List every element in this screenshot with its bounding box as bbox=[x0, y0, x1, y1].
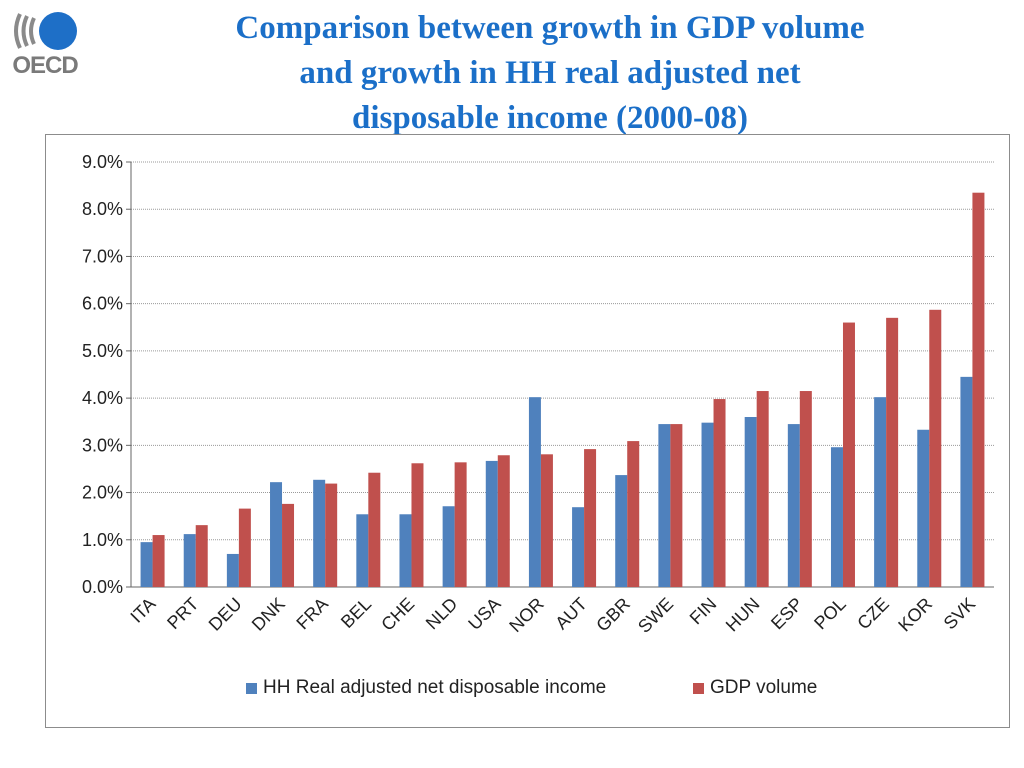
x-tick-label: DNK bbox=[248, 594, 289, 635]
bar-gdp-fra bbox=[325, 483, 338, 587]
y-tick-label: 2.0% bbox=[82, 483, 123, 503]
bar-hh-prt bbox=[183, 534, 196, 587]
bar-hh-cze bbox=[874, 397, 887, 587]
bar-hh-swe bbox=[658, 424, 671, 587]
bar-hh-ita bbox=[140, 542, 153, 587]
bar-gdp-svk bbox=[972, 192, 985, 587]
x-tick-label: CZE bbox=[853, 594, 893, 634]
bar-hh-dnk bbox=[270, 482, 283, 587]
x-tick-label: PRT bbox=[163, 594, 202, 633]
bar-hh-che bbox=[399, 514, 412, 587]
x-tick-label: CHE bbox=[377, 594, 418, 635]
title-line-1: Comparison between growth in GDP volume bbox=[235, 10, 865, 46]
bar-hh-hun bbox=[744, 417, 757, 587]
bar-hh-bel bbox=[356, 514, 369, 587]
bar-hh-fra bbox=[313, 479, 326, 587]
x-tick-label: SWE bbox=[634, 594, 677, 637]
y-tick-label: 1.0% bbox=[82, 530, 123, 550]
x-tick-label: SVK bbox=[940, 594, 980, 634]
bar-gdp-dnk bbox=[282, 503, 295, 587]
y-tick-label: 0.0% bbox=[82, 577, 123, 597]
x-tick-label: USA bbox=[464, 594, 504, 634]
legend-swatch-gdp bbox=[693, 682, 704, 694]
x-tick-label: ITA bbox=[126, 594, 159, 627]
bar-hh-deu bbox=[226, 553, 239, 587]
bar-hh-kor bbox=[917, 429, 930, 587]
bar-gdp-nld bbox=[454, 462, 467, 587]
bar-hh-svk bbox=[960, 376, 973, 587]
bar-hh-nld bbox=[442, 506, 455, 587]
y-tick-label: 5.0% bbox=[82, 341, 123, 361]
bar-gdp-bel bbox=[368, 472, 381, 587]
title-line-2: and growth in HH real adjusted net bbox=[299, 55, 801, 91]
oecd-logo: OECD bbox=[8, 8, 80, 80]
y-tick-label: 6.0% bbox=[82, 294, 123, 314]
bar-gdp-kor bbox=[929, 309, 942, 587]
bar-chart: 0.0% 1.0% 2.0% 3.0% 4.0% 5.0% 6.0% 7.0% 8.0% 9.0%… bbox=[82, 152, 994, 637]
x-tick-label: NLD bbox=[422, 594, 462, 634]
x-tick-label: DEU bbox=[205, 594, 246, 635]
logo-text: OECD bbox=[12, 52, 78, 79]
legend-label-gdp: GDP volume bbox=[710, 677, 818, 698]
x-tick-label: ESP bbox=[767, 594, 807, 634]
y-tick-label: 8.0% bbox=[82, 199, 123, 219]
bar-hh-usa bbox=[485, 460, 498, 587]
bar-gdp-cze bbox=[886, 317, 899, 587]
y-tick-label: 4.0% bbox=[82, 388, 123, 408]
bar-gdp-deu bbox=[238, 508, 251, 587]
y-tick-label: 7.0% bbox=[82, 246, 123, 266]
bar-gdp-ita bbox=[152, 535, 165, 587]
bar-hh-pol bbox=[830, 447, 843, 587]
bar-gdp-che bbox=[411, 463, 424, 587]
x-tick-label: FIN bbox=[686, 594, 721, 629]
chart-legend: HH Real adjusted net disposable income G… bbox=[46, 677, 1008, 707]
bar-hh-fin bbox=[701, 422, 714, 587]
x-tick-label: AUT bbox=[551, 594, 591, 634]
x-tick-label: BEL bbox=[337, 594, 375, 632]
x-tick-label: FRA bbox=[292, 594, 332, 634]
bar-hh-nor bbox=[528, 397, 541, 587]
legend-label-hh: HH Real adjusted net disposable income bbox=[263, 677, 607, 698]
chart-container: 0.0% 1.0% 2.0% 3.0% 4.0% 5.0% 6.0% 7.0% 8.0% 9.0%… bbox=[45, 134, 1010, 728]
bar-gdp-gbr bbox=[627, 441, 640, 587]
x-tick-label: HUN bbox=[722, 594, 764, 636]
x-tick-label: GBR bbox=[592, 594, 634, 636]
bar-gdp-hun bbox=[756, 391, 769, 587]
bar-gdp-usa bbox=[497, 455, 510, 587]
bar-gdp-fin bbox=[713, 399, 726, 587]
y-tick-label: 9.0% bbox=[82, 152, 123, 172]
bar-gdp-esp bbox=[799, 391, 812, 587]
bar-hh-gbr bbox=[615, 475, 628, 587]
title-line-3: disposable income (2000-08) bbox=[352, 100, 748, 136]
x-tick-label: NOR bbox=[505, 594, 547, 636]
bar-gdp-nor bbox=[540, 454, 553, 587]
x-tick-label: POL bbox=[810, 594, 850, 634]
bar-gdp-prt bbox=[195, 525, 208, 587]
bar-hh-aut bbox=[572, 507, 585, 587]
bar-gdp-pol bbox=[842, 322, 855, 587]
legend-item-hh: HH Real adjusted net disposable income bbox=[246, 677, 606, 699]
y-tick-label: 3.0% bbox=[82, 435, 123, 455]
bar-hh-esp bbox=[787, 424, 800, 587]
bar-gdp-swe bbox=[670, 424, 683, 587]
bar-gdp-aut bbox=[584, 449, 597, 587]
legend-item-gdp: GDP volume bbox=[693, 677, 817, 699]
oecd-logo-icon bbox=[14, 12, 77, 50]
legend-swatch-hh bbox=[246, 682, 257, 694]
page-title: Comparison between growth in GDP volume … bbox=[110, 6, 990, 141]
x-tick-label: KOR bbox=[894, 594, 936, 636]
